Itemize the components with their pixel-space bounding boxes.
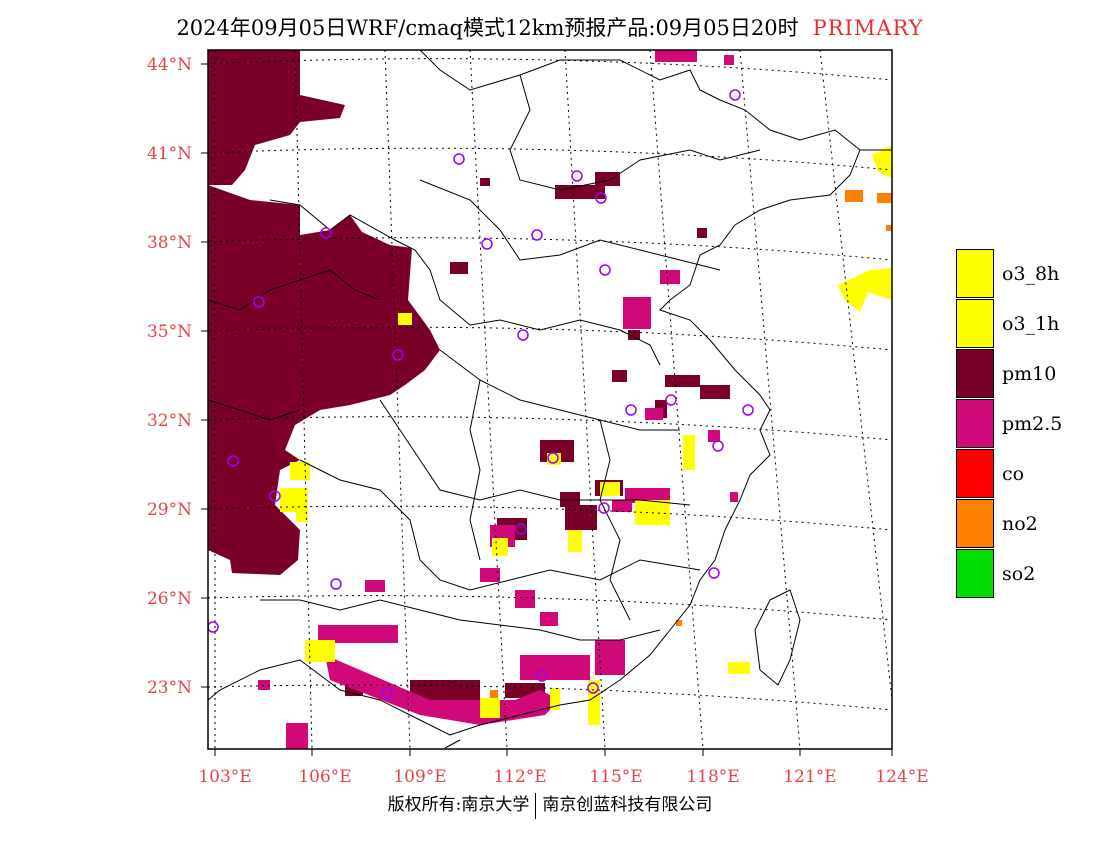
ozone-patches bbox=[280, 145, 892, 725]
pm10-region-west bbox=[208, 50, 345, 185]
legend-swatch bbox=[956, 549, 994, 598]
pm25-patches bbox=[258, 50, 738, 749]
lon-label: 106°E bbox=[298, 767, 351, 787]
legend-swatch bbox=[956, 349, 994, 398]
lat-label: 29°N bbox=[147, 500, 192, 520]
graticule bbox=[208, 50, 892, 749]
legend-item-pm25: pm2.5 bbox=[956, 399, 1096, 449]
legend-item-o3-8h: o3_8h bbox=[956, 249, 1096, 299]
boundaries bbox=[208, 50, 892, 749]
copyright-left: 版权所有:南京大学 bbox=[387, 795, 530, 815]
legend-swatch bbox=[956, 499, 994, 548]
lon-label: 121°E bbox=[783, 767, 836, 787]
lon-label: 103°E bbox=[198, 767, 251, 787]
legend-label: pm2.5 bbox=[1002, 413, 1063, 435]
lon-label: 124°E bbox=[875, 767, 928, 787]
lat-label: 26°N bbox=[147, 589, 192, 609]
legend-item-o3-1h: o3_1h bbox=[956, 299, 1096, 349]
legend-swatch bbox=[956, 249, 994, 298]
lat-label: 32°N bbox=[147, 411, 192, 431]
legend-label: pm10 bbox=[1002, 363, 1057, 385]
legend-swatch bbox=[956, 399, 994, 448]
legend-item-so2: so2 bbox=[956, 549, 1096, 599]
map-frame bbox=[207, 49, 893, 750]
pm10-region-central bbox=[208, 185, 440, 575]
lon-labels: 103°E 106°E 109°E 112°E 115°E 118°E 121°… bbox=[198, 767, 928, 787]
map-title: 2024年09月05日WRF/cmaq模式12km预报产品:09月05日20时 P… bbox=[0, 12, 1100, 42]
lon-label: 118°E bbox=[686, 767, 739, 787]
legend-label: so2 bbox=[1002, 563, 1036, 585]
legend-item-no2: no2 bbox=[956, 499, 1096, 549]
legend-label: o3_8h bbox=[1002, 263, 1060, 285]
lat-label: 38°N bbox=[147, 233, 192, 253]
legend-item-co: co bbox=[956, 449, 1096, 499]
legend-label: o3_1h bbox=[1002, 313, 1060, 335]
legend-swatch bbox=[956, 299, 994, 348]
footer-divider bbox=[535, 792, 537, 819]
title-main: 2024年09月05日WRF/cmaq模式12km预报产品:09月05日20时 bbox=[176, 16, 799, 40]
copyright-right: 南京创蓝科技有限公司 bbox=[542, 795, 713, 815]
legend-swatch bbox=[956, 449, 994, 498]
city-markers bbox=[208, 89, 754, 699]
lon-label: 112°E bbox=[493, 767, 546, 787]
legend-label: no2 bbox=[1002, 513, 1038, 535]
legend-item-pm10: pm10 bbox=[956, 349, 1096, 399]
lon-label: 109°E bbox=[393, 767, 446, 787]
lat-labels: 44°N 41°N 38°N 35°N 32°N 29°N 26°N 23°N bbox=[147, 55, 192, 698]
lon-label: 115°E bbox=[589, 767, 642, 787]
title-primary-tag: PRIMARY bbox=[812, 16, 924, 40]
lat-label: 44°N bbox=[147, 55, 192, 75]
lat-label: 23°N bbox=[147, 678, 192, 698]
tick-marks bbox=[201, 63, 893, 756]
lat-label: 35°N bbox=[147, 322, 192, 342]
lat-label: 41°N bbox=[147, 144, 192, 164]
legend-label: co bbox=[1002, 463, 1025, 485]
copyright-footer: 版权所有:南京大学 南京创蓝科技有限公司 bbox=[0, 790, 1100, 819]
no2-patches bbox=[490, 190, 892, 698]
